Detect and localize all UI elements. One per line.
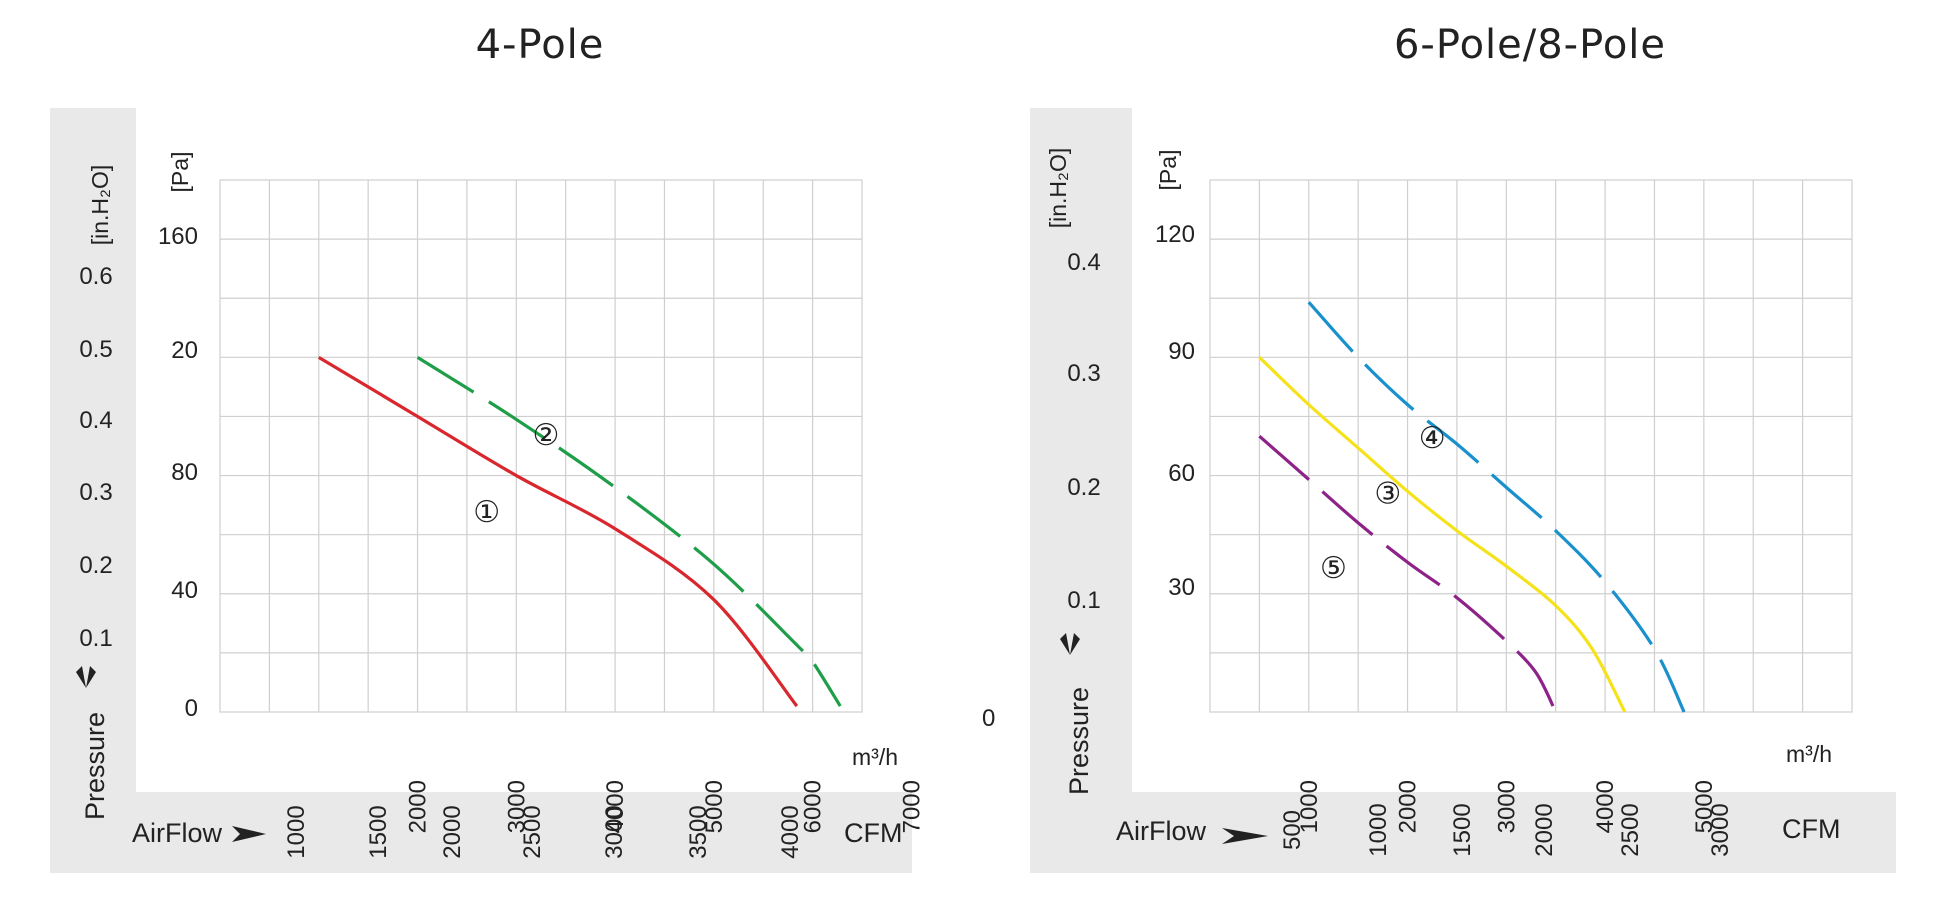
inh2o-tick-label: 0.3 <box>79 479 112 506</box>
flow-tick-label: 2000 <box>1395 780 1422 833</box>
stray-zero-label: 0 <box>982 705 995 732</box>
airflow-arrow-icon <box>1222 828 1268 844</box>
flow-tick-label: 7000 <box>898 780 925 833</box>
pa-tick-label: 60 <box>1168 460 1195 487</box>
cfm-axis-band <box>50 792 912 873</box>
series-line <box>1258 356 1627 713</box>
cfm-tick-label: 1500 <box>1449 803 1476 856</box>
flow-tick-label: 1000 <box>1296 780 1323 833</box>
cfm-tick-label: 1000 <box>1365 803 1392 856</box>
airflow-label: AirFlow <box>1116 816 1207 846</box>
series-line <box>416 355 842 707</box>
series-line <box>1258 434 1558 713</box>
inh2o-tick-label: 0.1 <box>1067 587 1100 614</box>
inh2o-tick-label: 0.5 <box>79 336 112 363</box>
cfm-tick-label: 1000 <box>283 805 310 858</box>
pressure-label-group: Pressure <box>76 666 110 820</box>
inh2o-unit-label: [in.H₂O] <box>87 165 113 246</box>
cfm-tick-label: 2500 <box>519 805 546 858</box>
pressure-arrow-icon <box>76 666 96 688</box>
inh2o-tick-label: 0.2 <box>1067 474 1100 501</box>
pa-tick-label: 80 <box>171 459 198 486</box>
cfm-tick-label: 500 <box>1279 810 1306 850</box>
cfm-unit-label: CFM <box>844 818 902 848</box>
pa-tick-label: 160 <box>158 223 198 250</box>
flow-tick-label: 5000 <box>701 780 728 833</box>
pa-tick-label: 90 <box>1168 338 1195 365</box>
inh2o-tick-label: 0.2 <box>79 552 112 579</box>
curve-number-label: ③ <box>1374 476 1401 511</box>
pa-tick-label: 20 <box>171 337 198 364</box>
chart-4-pole: 4-Pole 0 40 80 20 160 0.1 0.2 0.3 0.4 0.5 0.6 2000 3… <box>50 22 925 873</box>
pressure-label: Pressure <box>1064 687 1094 795</box>
plot-frame <box>219 179 863 713</box>
pa-tick-label: 40 <box>171 577 198 604</box>
pa-unit-label: [Pa] <box>1155 150 1181 191</box>
pressure-axis-band <box>50 108 136 873</box>
flow-tick-label: 4000 <box>602 780 629 833</box>
flow-tick-label: 2000 <box>405 780 432 833</box>
cfm-tick-label: 2500 <box>1617 803 1644 856</box>
pressure-arrow-icon <box>1060 633 1080 655</box>
chart-title: 6-Pole/8-Pole <box>1394 22 1666 68</box>
inh2o-tick-label: 0.4 <box>79 407 112 434</box>
inh2o-tick-label: 0.3 <box>1067 360 1100 387</box>
flow-unit-label: m³/h <box>1786 741 1832 767</box>
flow-unit-label: m³/h <box>852 744 898 770</box>
pa-unit-label: [Pa] <box>167 152 193 193</box>
pa-tick-label: 30 <box>1168 574 1195 601</box>
curve-number-label: ⑤ <box>1320 551 1347 586</box>
cfm-tick-label: 3000 <box>601 805 628 858</box>
flow-tick-label: 5000 <box>1691 780 1718 833</box>
pressure-axis-band <box>1030 108 1132 873</box>
cfm-tick-label: 2000 <box>439 805 466 858</box>
curve-number-label: ① <box>473 495 500 530</box>
inh2o-tick-label: 0.1 <box>79 625 112 652</box>
chart-title: 4-Pole <box>476 22 605 68</box>
cfm-tick-label: 3000 <box>1707 803 1734 856</box>
curve-number-label: ④ <box>1419 421 1446 456</box>
cfm-axis-band <box>1030 792 1896 873</box>
flow-tick-label: 3000 <box>1493 780 1520 833</box>
cfm-tick-label: 3500 <box>685 805 712 858</box>
inh2o-tick-label: 0.6 <box>79 263 112 290</box>
pressure-label: Pressure <box>80 712 110 820</box>
pa-tick-label: 0 <box>185 695 198 722</box>
series-line <box>317 355 799 708</box>
pa-tick-label: 120 <box>1155 221 1195 248</box>
curve-number-label: ② <box>532 418 559 453</box>
cfm-tick-label: 2000 <box>1531 803 1558 856</box>
airflow-label: AirFlow <box>132 818 223 848</box>
airflow-arrow-icon <box>232 826 266 842</box>
cfm-tick-label: 1500 <box>365 805 392 858</box>
inh2o-unit-label: [in.H₂O] <box>1045 148 1071 229</box>
cfm-unit-label: CFM <box>1782 814 1840 844</box>
flow-tick-label: 4000 <box>1592 780 1619 833</box>
plot-frame <box>1209 179 1853 713</box>
cfm-tick-label: 4000 <box>777 805 804 858</box>
inh2o-tick-label: 0.4 <box>1067 249 1100 276</box>
flow-tick-label: 3000 <box>503 780 530 833</box>
series-line <box>1307 301 1686 713</box>
pressure-label-group: Pressure <box>1060 633 1094 795</box>
flow-tick-label: 6000 <box>800 780 827 833</box>
